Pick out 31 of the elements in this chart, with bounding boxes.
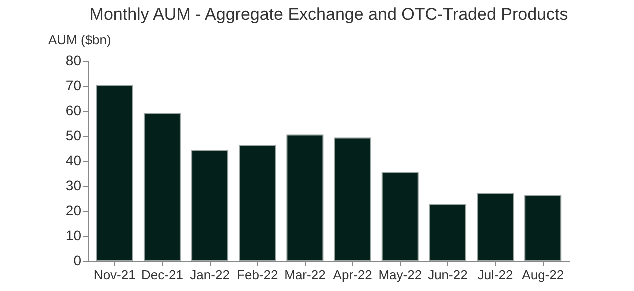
- bar: [524, 196, 562, 262]
- x-tick-label: Dec-21: [142, 268, 184, 282]
- bar: [382, 172, 419, 262]
- x-tick-label: Jan-22: [190, 268, 230, 282]
- y-tick-label: 10: [66, 228, 82, 244]
- x-tick-label: Aug-22: [522, 268, 564, 282]
- y-tick-label: 40: [66, 152, 82, 168]
- y-tick-label: 80: [66, 52, 82, 68]
- y-tick-label: 60: [66, 102, 82, 118]
- y-tick-label: 20: [66, 202, 82, 218]
- x-tick-label: Jul-22: [478, 268, 514, 282]
- bar: [429, 204, 466, 262]
- x-tick-label: Nov-21: [94, 268, 136, 282]
- y-tick-label: 30: [66, 178, 82, 194]
- bar: [96, 86, 134, 262]
- y-tick-label: 50: [66, 128, 82, 144]
- chart-title: Monthly AUM - Aggregate Exchange and OTC-Traded Products: [90, 5, 568, 24]
- y-axis-title: AUM ($bn): [48, 32, 112, 48]
- x-tick-label: Jun-22: [428, 268, 468, 282]
- x-tick-label: Feb-22: [237, 268, 278, 282]
- y-tick-label: 70: [66, 78, 82, 94]
- bar: [144, 114, 181, 262]
- bar: [239, 146, 276, 262]
- y-tick-label: 0: [74, 252, 82, 268]
- bar: [286, 134, 324, 262]
- x-tick-label: May-22: [378, 268, 422, 282]
- bar: [192, 150, 229, 262]
- bar: [334, 138, 372, 262]
- x-tick-label: Apr-22: [333, 268, 372, 282]
- x-tick-label: Mar-22: [284, 268, 326, 282]
- bar: [477, 194, 514, 262]
